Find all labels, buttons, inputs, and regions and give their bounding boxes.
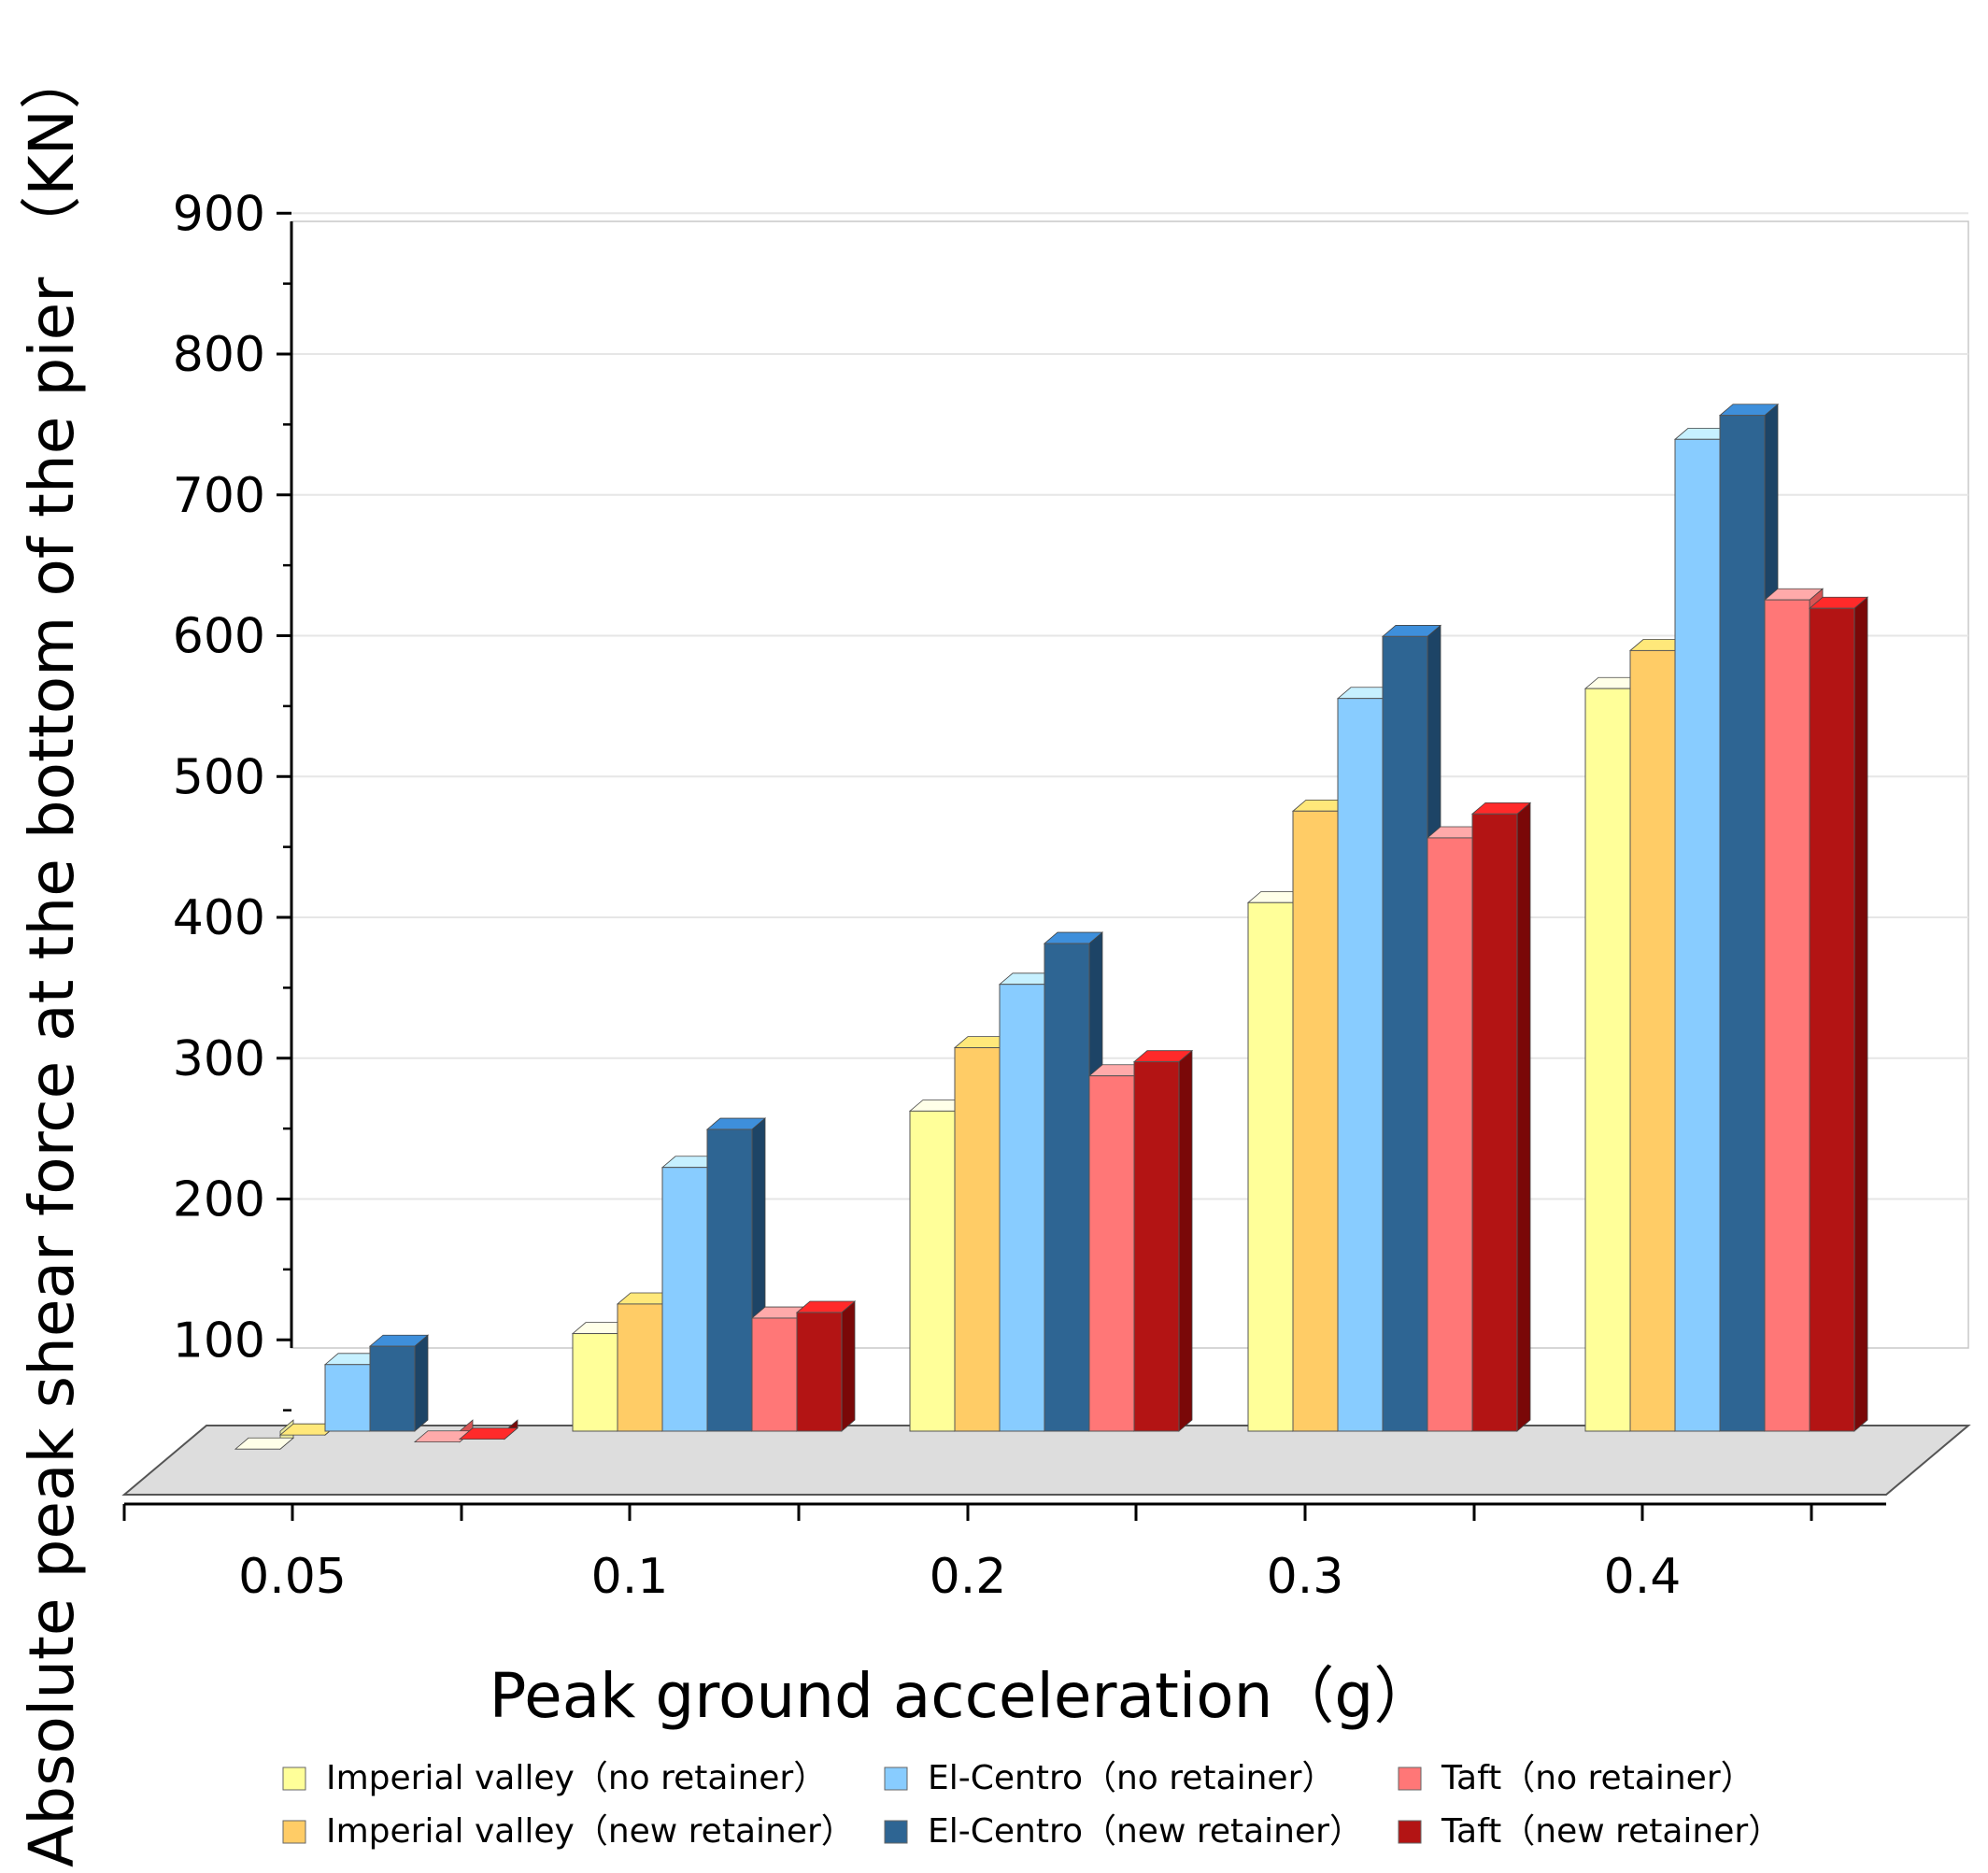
legend-label: Taft（new retainer）	[1441, 1812, 1782, 1851]
bar	[795, 1300, 857, 1432]
bar-side	[1853, 596, 1868, 1432]
x-tick-label: 0.1	[591, 1549, 669, 1605]
y-tick-label: 300	[173, 1031, 265, 1087]
y-tick-label: 500	[173, 749, 265, 805]
x-axis: 0.05 0.1 0.2 0.3 0.4	[122, 1502, 1886, 1605]
bar-front	[1471, 813, 1518, 1432]
bar	[1043, 931, 1104, 1432]
bar-front	[954, 1047, 1001, 1432]
y-tick-label: 800	[173, 327, 265, 383]
y-tick-label: 700	[173, 468, 265, 524]
bar-top	[234, 1437, 295, 1450]
legend-item: Taft（no retainer）	[1398, 1759, 1754, 1797]
bar-front	[1247, 901, 1294, 1432]
bar-front	[706, 1128, 753, 1432]
x-tick-label: 0.2	[930, 1549, 1007, 1605]
bar-front	[1337, 698, 1384, 1432]
bar-front	[1133, 1061, 1180, 1432]
bar-front	[796, 1312, 843, 1432]
bar-front	[1629, 649, 1676, 1432]
legend-label: Imperial valley（new retainer）	[326, 1812, 855, 1851]
legend-swatch	[1398, 1820, 1422, 1844]
bar-front	[617, 1303, 663, 1432]
bar	[1808, 596, 1869, 1432]
bar-front	[1584, 688, 1631, 1432]
bar-front	[1088, 1075, 1135, 1432]
legend: Imperial valley（no retainer） El-Centro（no…	[282, 1759, 1782, 1851]
bar-front	[572, 1333, 618, 1432]
x-tick-label: 0.4	[1604, 1549, 1682, 1605]
bar-front	[1044, 943, 1090, 1432]
chart-floor	[121, 1425, 1971, 1496]
bar-side	[1178, 1049, 1193, 1432]
bar-side	[1516, 802, 1531, 1432]
y-tick-label: 900	[173, 186, 265, 242]
legend-item: El-Centro（new retainer）	[884, 1812, 1363, 1851]
bar-side	[841, 1300, 856, 1432]
legend-item: Imperial valley（no retainer）	[282, 1759, 827, 1797]
bar	[458, 1419, 519, 1440]
legend-label: Imperial valley（no retainer）	[326, 1759, 827, 1797]
x-axis-title: Peak ground acceleration（g）	[490, 1660, 1436, 1732]
bar-front	[1427, 837, 1473, 1432]
y-axis: 100 200 300 400 500 600 700 800 900	[173, 186, 293, 1412]
bar-front	[661, 1167, 708, 1432]
bar-front	[1292, 810, 1339, 1432]
x-tick-label: 0.05	[238, 1549, 347, 1605]
bars	[234, 403, 1869, 1451]
legend-item: El-Centro（no retainer）	[884, 1759, 1335, 1797]
bar-side	[414, 1334, 429, 1432]
bar	[1470, 802, 1532, 1432]
y-tick-label: 600	[173, 609, 265, 665]
bar-front	[1809, 607, 1855, 1432]
bar-front	[324, 1364, 371, 1432]
bar-front	[1764, 599, 1810, 1432]
y-tick-label: 400	[173, 890, 265, 946]
bar	[368, 1334, 430, 1432]
bar-front	[1674, 438, 1721, 1432]
legend-label: El-Centro（new retainer）	[928, 1812, 1363, 1851]
bar-front	[1719, 415, 1766, 1432]
legend-item: Imperial valley（new retainer）	[282, 1812, 855, 1851]
legend-swatch	[282, 1767, 306, 1791]
bar-front	[1382, 635, 1428, 1432]
legend-swatch	[884, 1820, 908, 1844]
bar-front	[369, 1345, 416, 1432]
bar	[1132, 1049, 1194, 1432]
y-tick-label: 200	[173, 1172, 265, 1228]
x-tick-label: 0.3	[1267, 1549, 1344, 1605]
bar-front	[751, 1317, 798, 1432]
legend-swatch	[884, 1767, 908, 1791]
legend-swatch	[282, 1820, 306, 1844]
y-tick-label: 100	[173, 1313, 265, 1369]
legend-label: Taft（no retainer）	[1441, 1759, 1754, 1797]
legend-item: Taft（new retainer）	[1398, 1812, 1782, 1851]
legend-label: El-Centro（no retainer）	[928, 1759, 1335, 1797]
bar-front	[909, 1110, 956, 1432]
bar-front	[999, 984, 1045, 1432]
y-axis-title: Absolute peak shear force at the bottom …	[16, 48, 88, 1867]
bar-top	[458, 1427, 519, 1440]
legend-swatch	[1398, 1767, 1422, 1791]
